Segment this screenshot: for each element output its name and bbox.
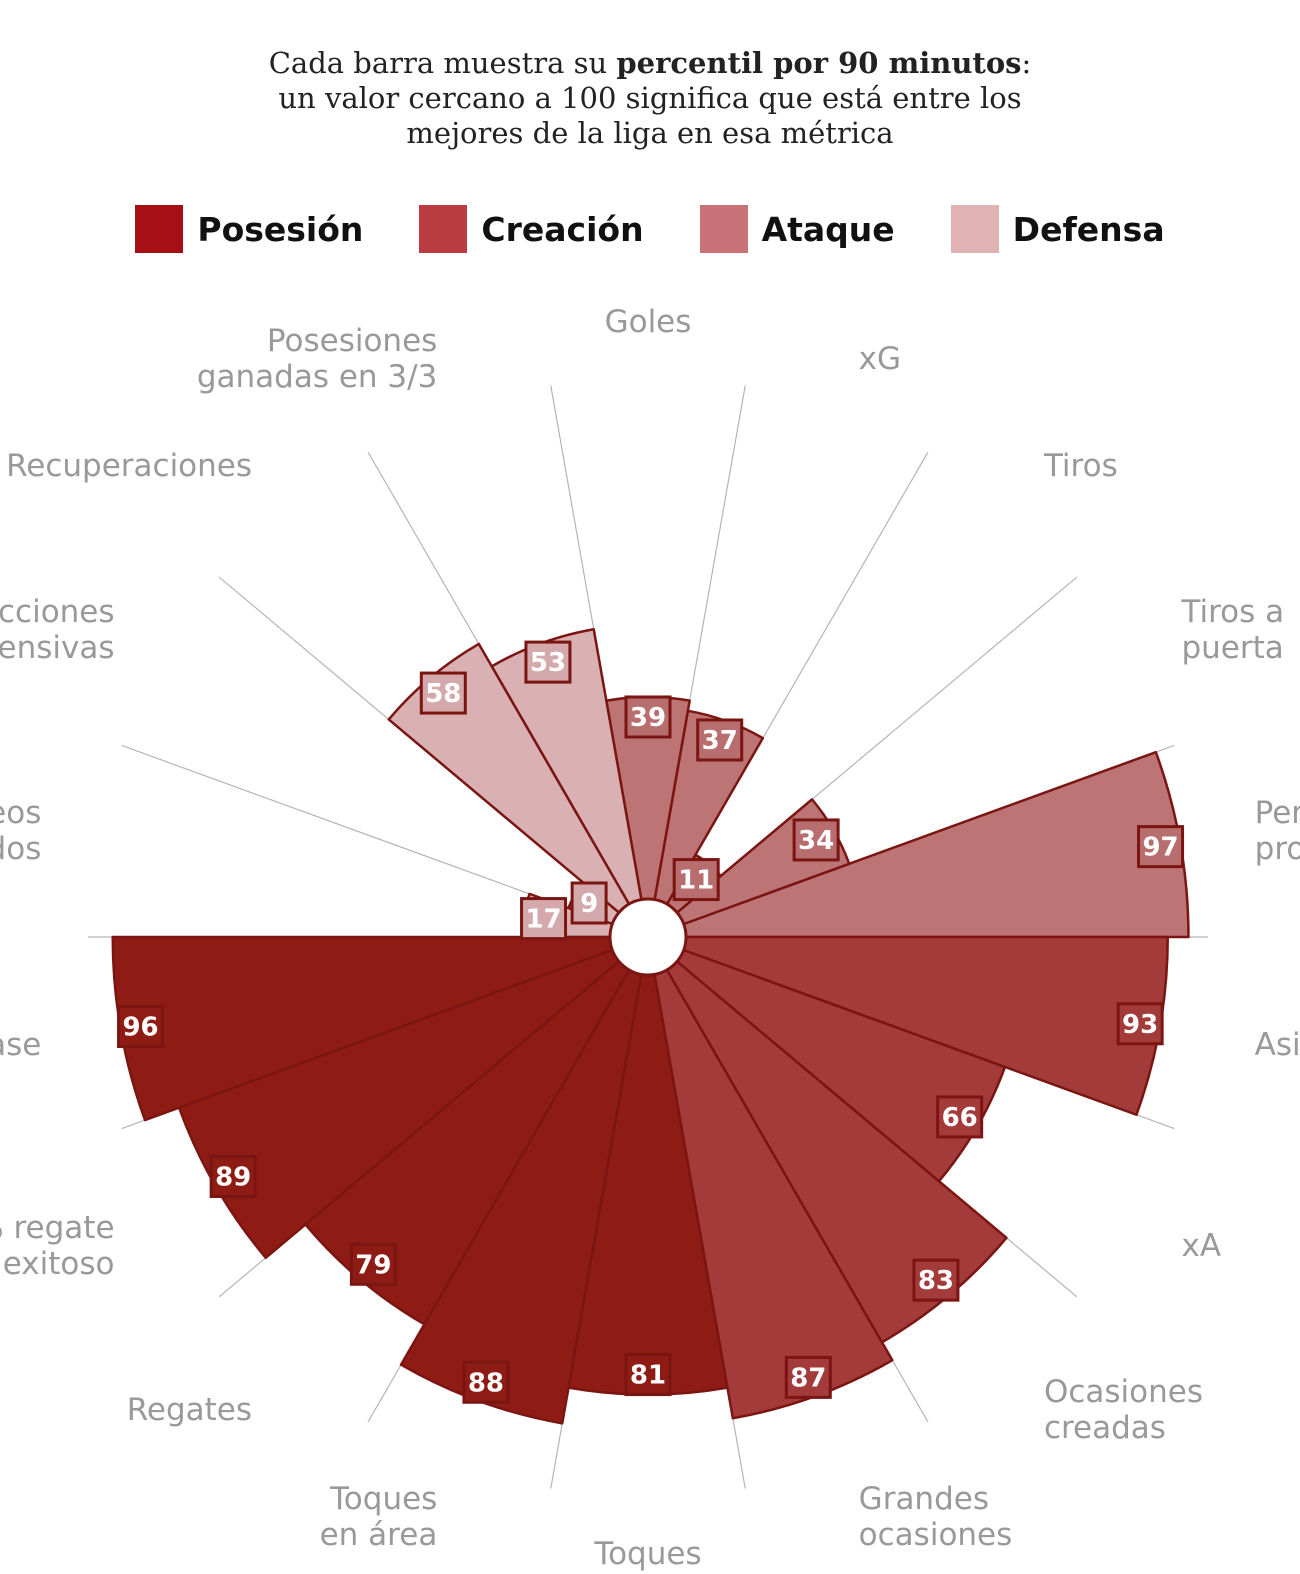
category-label-pase: % pase: [0, 1027, 41, 1063]
value-box-tiros-a-puerta: [792, 818, 840, 862]
subtitle-line-2: un valor cercano a 100 significa que est…: [278, 81, 1022, 115]
category-label-tiros-a-puerta: Tiros a puerta: [1180, 594, 1284, 666]
value-box-duelos-aereos-ganados: [520, 897, 568, 941]
value-box-ocasiones-creadas: [912, 1258, 960, 1302]
value-label-toques-en-area: 88: [468, 1368, 504, 1398]
value-box-regates: [349, 1242, 397, 1286]
value-box-tiros: [672, 858, 720, 902]
value-label-ocasiones-creadas: 83: [918, 1266, 954, 1296]
value-label-tiros: 11: [678, 866, 714, 896]
value-label-xg: 37: [702, 726, 738, 756]
value-label-duelos-aereos-ganados: 17: [525, 905, 561, 935]
value-box-xg: [696, 718, 744, 762]
legend-swatch-creacion: [419, 205, 468, 253]
category-label-asistencias: Asistencias: [1255, 1027, 1300, 1063]
value-box-grandes-ocasiones: [784, 1355, 832, 1399]
category-label-toques: Toques: [593, 1536, 701, 1572]
category-label-posesiones-ganadas-en-3-3: Posesiones ganadas en 3/3: [197, 323, 437, 395]
category-label-acciones-defensivas: Accionesdefensivas: [0, 594, 115, 666]
value-box-pase: [117, 1004, 165, 1048]
value-box-toques-en-area: [462, 1360, 510, 1404]
category-label-recuperaciones: Recuperaciones: [6, 448, 252, 484]
value-box-posesiones-ganadas-en-3-3: [524, 640, 572, 684]
legend-swatch-posesion: [135, 205, 184, 253]
category-label-regates: Regates: [127, 1392, 252, 1428]
subtitle-line-3: mejores de la liga en esa métrica: [406, 116, 894, 150]
category-label-penaltis-provocados: Penaltisprovocados: [1255, 795, 1300, 867]
category-label-tiros: Tiros: [1043, 448, 1118, 484]
category-label-goles: Goles: [605, 304, 692, 340]
value-label-regate-exitoso: 89: [215, 1163, 251, 1193]
value-box-goles: [624, 695, 672, 739]
center-hole: [608, 897, 688, 977]
subtitle-emphasis: percentil por 90 minutos: [616, 46, 1022, 80]
legend-item-posesion: Posesión: [135, 205, 363, 253]
category-label-grandes-ocasiones: Grandes ocasiones: [859, 1481, 1013, 1553]
value-label-tiros-a-puerta: 34: [798, 826, 834, 856]
legend-swatch-defensa: [950, 205, 999, 253]
value-box-acciones-defensivas: [570, 881, 608, 925]
category-label-duelos-aereos-ganados: Duelos aéreosganados: [0, 795, 41, 867]
value-label-regates: 79: [355, 1250, 391, 1280]
value-label-penaltis-provocados: 97: [1142, 833, 1178, 863]
value-label-acciones-defensivas: 9: [580, 889, 598, 919]
value-box-toques: [624, 1353, 672, 1397]
legend-item-ataque: Ataque: [699, 205, 895, 253]
value-box-asistencias: [1116, 1002, 1164, 1046]
legend-label-creacion: Creación: [481, 209, 644, 249]
legend-label-ataque: Ataque: [761, 209, 895, 249]
legend-label-defensa: Defensa: [1012, 209, 1165, 249]
value-labels: 97 34 11 37 39 53 58 9 17 96 89 79 88 81 87 83 66 93: [117, 640, 1185, 1404]
category-label-toques-en-area: Toques en área: [320, 1481, 438, 1553]
legend-swatch-ataque: [699, 205, 748, 253]
category-label-xg: xG: [859, 341, 901, 377]
value-label-recuperaciones: 58: [425, 679, 461, 709]
value-box-penaltis-provocados: [1137, 825, 1185, 869]
category-label-xa: xA: [1181, 1228, 1221, 1264]
bars: [111, 627, 1190, 1425]
value-label-xa: 66: [942, 1103, 978, 1133]
value-label-toques: 81: [630, 1361, 666, 1391]
value-box-regate-exitoso: [209, 1155, 257, 1199]
category-label-ocasiones-creadas: Ocasiones creadas: [1044, 1374, 1203, 1446]
value-label-posesiones-ganadas-en-3-3: 53: [530, 648, 566, 678]
legend-label-posesion: Posesión: [197, 209, 364, 249]
legend-item-creacion: Creación: [419, 205, 644, 253]
value-label-grandes-ocasiones: 87: [790, 1363, 826, 1393]
legend-item-defensa: Defensa: [950, 205, 1165, 253]
value-label-asistencias: 93: [1122, 1010, 1158, 1040]
value-label-pase: 96: [122, 1012, 158, 1042]
value-box-recuperaciones: [419, 671, 467, 715]
value-box-xa: [936, 1095, 984, 1139]
chart-subtitle: Cada barra muestra su percentil por 90 m…: [0, 46, 1300, 151]
value-label-goles: 39: [630, 703, 666, 733]
legend: Posesión Creación Ataque Defensa: [0, 205, 1300, 253]
subtitle-line-1: Cada barra muestra su percentil por 90 m…: [268, 46, 1032, 80]
